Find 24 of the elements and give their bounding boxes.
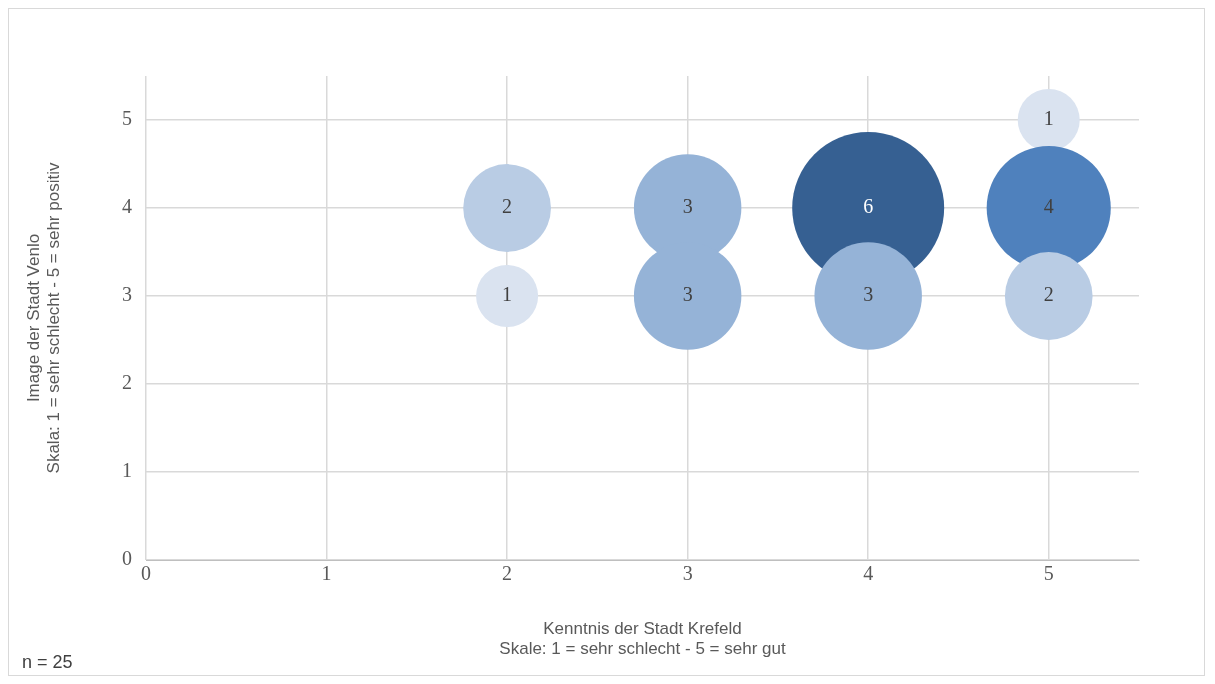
y-tick-label: 4 [122, 195, 132, 218]
y-tick-label: 3 [122, 283, 132, 306]
x-tick-label: 0 [141, 562, 151, 585]
x-tick-label: 3 [682, 562, 693, 585]
text: n = 25 [22, 652, 73, 673]
data-label: 3 [682, 283, 693, 306]
data-label: 1 [1043, 107, 1054, 130]
y-tick-label: 1 [122, 459, 132, 482]
y-tick-label: 2 [122, 371, 132, 394]
data-label: 3 [863, 283, 874, 306]
data-label: 3 [682, 195, 693, 218]
x-tick-label: 4 [863, 562, 874, 585]
y-axis-title: Image der Stadt Venlo Skala: 1 = sehr schlecht - 5 = sehr positiv [23, 162, 64, 474]
data-label: 4 [1043, 195, 1054, 218]
data-label: 1 [502, 283, 513, 306]
y-tick-label: 0 [122, 547, 132, 570]
x-tick-label: 5 [1043, 562, 1054, 585]
data-label: 6 [863, 195, 874, 218]
y-tick-label: 5 [122, 107, 132, 130]
data-label: 2 [502, 195, 513, 218]
x-tick-label: 1 [321, 562, 332, 585]
data-label: 2 [1043, 283, 1054, 306]
x-tick-label: 2 [502, 562, 513, 585]
x-axis-title: Kenntnis der Stadt Krefeld Skale: 1 = sehr schlecht - 5 = sehr gut [499, 619, 786, 659]
